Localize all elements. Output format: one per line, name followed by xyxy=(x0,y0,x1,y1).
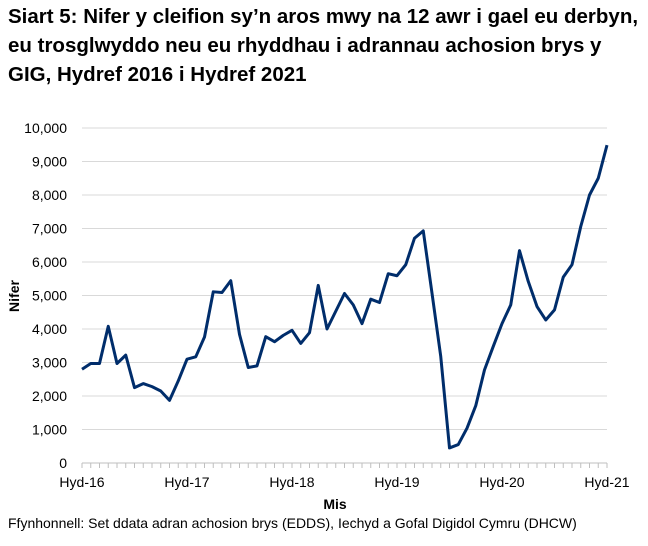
y-tick-label: 1,000 xyxy=(32,422,67,438)
y-tick-label: 9,000 xyxy=(32,154,67,170)
source-note: Ffynhonnell: Set ddata adran achosion br… xyxy=(8,515,577,531)
y-tick-label: 5,000 xyxy=(32,288,67,304)
x-tick-label: Hyd-20 xyxy=(479,474,524,490)
x-tick-label: Hyd-21 xyxy=(584,474,629,490)
y-tick-label: 8,000 xyxy=(32,187,67,203)
y-tick-label: 6,000 xyxy=(32,254,67,270)
data-line xyxy=(81,144,609,450)
x-tick-label: Hyd-19 xyxy=(374,474,419,490)
y-tick-label: 4,000 xyxy=(32,321,67,337)
x-tick-label: Hyd-16 xyxy=(59,474,104,490)
y-tick-label: 10,000 xyxy=(24,120,67,136)
chart-title: Siart 5: Nifer y cleifion sy’n aros mwy … xyxy=(8,5,639,86)
y-tick-label: 7,000 xyxy=(32,221,67,237)
y-tick-label: 2,000 xyxy=(32,388,67,404)
x-tick-label: Hyd-17 xyxy=(164,474,209,490)
y-tick-label: 0 xyxy=(59,455,67,471)
y-axis-title: Nifer xyxy=(6,280,22,312)
x-axis-title: Mis xyxy=(323,496,347,512)
x-tick-label: Hyd-18 xyxy=(269,474,314,490)
y-tick-label: 3,000 xyxy=(32,355,67,371)
